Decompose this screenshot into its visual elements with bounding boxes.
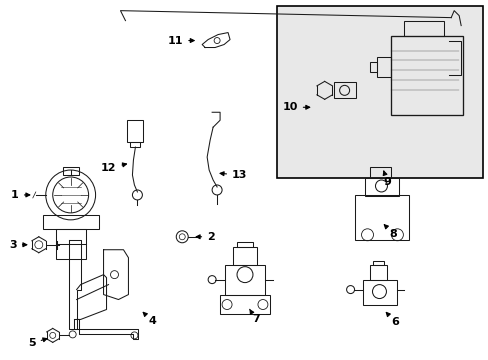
Text: 4: 4 — [143, 312, 156, 327]
Bar — [364, 178, 399, 196]
Bar — [127, 120, 143, 142]
Bar — [130, 142, 140, 147]
Text: 2: 2 — [196, 232, 214, 242]
Bar — [377, 58, 390, 77]
Bar — [56, 229, 85, 259]
Text: 6: 6 — [386, 312, 399, 328]
Bar — [404, 21, 443, 36]
Text: 11: 11 — [167, 36, 194, 46]
Text: 13: 13 — [220, 170, 247, 180]
Bar — [362, 280, 397, 305]
Bar — [369, 167, 390, 178]
Bar — [220, 294, 269, 315]
Text: 3: 3 — [9, 240, 27, 250]
Text: 1: 1 — [11, 190, 30, 200]
Bar — [276, 6, 482, 178]
Bar — [372, 261, 384, 265]
Bar — [42, 215, 99, 229]
Text: 7: 7 — [249, 309, 259, 324]
Bar — [224, 265, 264, 294]
Bar — [390, 36, 462, 115]
Bar — [354, 195, 408, 240]
Text: 12: 12 — [101, 163, 126, 173]
Bar — [237, 242, 252, 247]
Bar — [333, 82, 355, 98]
Text: 5: 5 — [28, 338, 47, 348]
Text: 10: 10 — [282, 102, 309, 112]
Bar — [62, 167, 79, 175]
Bar — [369, 62, 377, 72]
Bar — [233, 247, 256, 265]
Text: 9: 9 — [383, 171, 390, 187]
Text: 8: 8 — [384, 225, 396, 239]
Bar — [369, 265, 386, 280]
